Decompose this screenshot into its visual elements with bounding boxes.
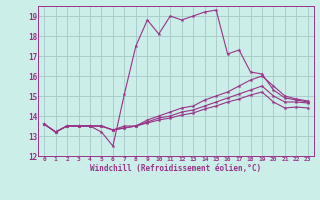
- X-axis label: Windchill (Refroidissement éolien,°C): Windchill (Refroidissement éolien,°C): [91, 164, 261, 173]
